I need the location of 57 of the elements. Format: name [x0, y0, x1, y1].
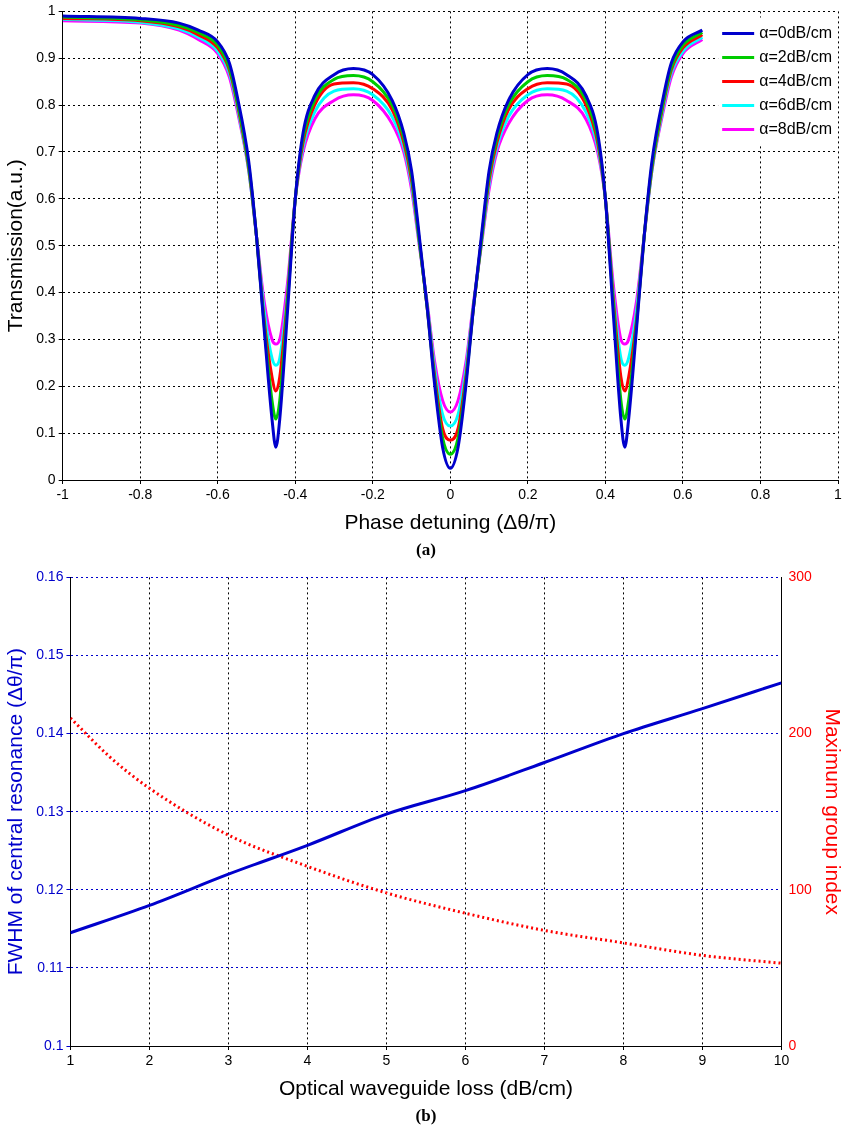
- x-tick-label: 7: [540, 1052, 549, 1069]
- x-tick-label: -1: [56, 486, 70, 503]
- x-tick-label: -0.2: [360, 486, 386, 503]
- y-tick-label: 1: [47, 2, 56, 19]
- x-axis-title: Optical waveguide loss (dB/cm): [278, 1076, 574, 1100]
- x-tick-label: 2: [145, 1052, 154, 1069]
- y2-tick-label: 300: [788, 568, 813, 585]
- y-tick-label: 0.12: [36, 880, 64, 897]
- y-tick-label: 0.1: [43, 1036, 64, 1053]
- x-tick-label: 1: [834, 486, 843, 503]
- x-tick-label: 0: [446, 486, 455, 503]
- y-tick-label: 0.1: [36, 424, 56, 440]
- y-tick-label: 0.9: [36, 49, 56, 66]
- x-axis-title: Phase detuning (Δθ/π): [344, 510, 557, 534]
- line-series: [70, 716, 782, 965]
- legend-label: α=6dB/cm: [759, 95, 833, 113]
- y-tick-label: 0.3: [36, 330, 56, 347]
- x-tick-label: -0.8: [128, 486, 153, 503]
- y2-tick-label: 100: [788, 880, 813, 897]
- x-tick-label: -0.4: [283, 486, 308, 503]
- legend-label: α=4dB/cm: [759, 71, 833, 89]
- legend-label: α=8dB/cm: [759, 119, 833, 137]
- y-axis-title: Transmission(a.u.): [3, 159, 27, 333]
- y2-tick-label: 0: [788, 1036, 797, 1053]
- x-tick-label: 0.4: [595, 486, 616, 503]
- x-tick-label: 0.2: [518, 486, 538, 503]
- legend-label: α=2dB/cm: [759, 47, 833, 65]
- y-tick-label: 0.11: [37, 958, 64, 975]
- y2-tick-label: 200: [788, 724, 813, 741]
- legend-label: α=0dB/cm: [759, 23, 833, 41]
- x-tick-label: 0.8: [750, 486, 771, 503]
- x-tick-label: 5: [382, 1052, 391, 1069]
- text: (b): [414, 1106, 438, 1127]
- y-tick-label: 0.13: [36, 802, 64, 819]
- text: (a): [415, 540, 437, 561]
- x-tick-label: 10: [773, 1052, 790, 1069]
- y2-axis-title: Maximum group index: [821, 708, 845, 916]
- y-tick-label: 0: [47, 470, 56, 487]
- y-tick-label: 0.14: [36, 724, 64, 741]
- x-tick-label: 8: [619, 1052, 628, 1069]
- line-series: [70, 681, 782, 935]
- x-tick-label: 1: [66, 1052, 75, 1069]
- y-tick-label: 0.16: [36, 568, 64, 585]
- y-tick-label: 0.15: [36, 646, 64, 663]
- y-axis-title: FWHM of central resonance (Δθ/π): [3, 648, 27, 976]
- x-tick-label: 9: [698, 1052, 707, 1069]
- y-tick-label: 0.8: [36, 95, 56, 112]
- x-tick-label: 4: [303, 1052, 312, 1069]
- x-tick-label: -0.6: [205, 486, 230, 503]
- x-tick-label: 0.6: [673, 486, 693, 503]
- y-tick-label: 0.6: [36, 189, 56, 206]
- y-tick-label: 0.7: [36, 142, 56, 159]
- x-tick-label: 3: [224, 1052, 233, 1069]
- x-tick-label: 6: [461, 1052, 470, 1069]
- y-tick-label: 0.5: [36, 236, 56, 253]
- y-tick-label: 0.4: [36, 283, 56, 300]
- y-tick-label: 0.2: [36, 377, 56, 394]
